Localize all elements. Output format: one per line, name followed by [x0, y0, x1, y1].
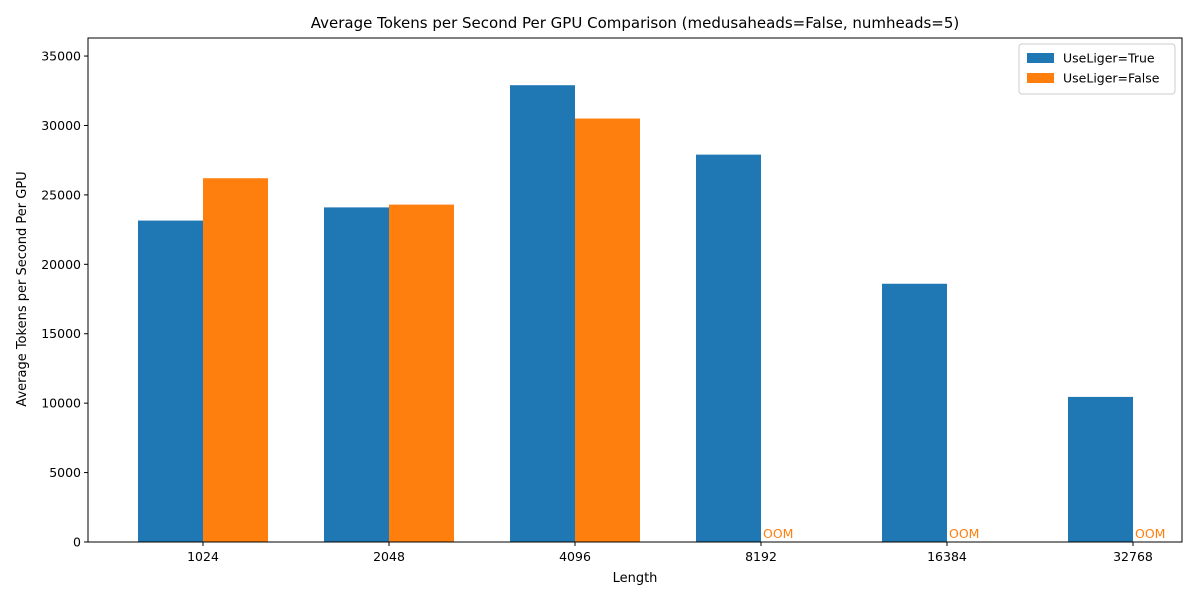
bar-missing-label: OOM [949, 526, 979, 541]
y-tick-label: 5000 [49, 465, 81, 480]
y-tick-label: 20000 [41, 257, 81, 272]
bar [575, 118, 640, 542]
bar [1068, 396, 1133, 542]
bar [882, 283, 947, 542]
plot-area: OOM OOM OOM 0 5000 10000 15000 20000 25000 30000 3… [41, 37, 1183, 564]
x-tick-label: 4096 [559, 549, 591, 564]
y-tick-label: 35000 [41, 49, 81, 64]
bar-missing-label: OOM [763, 526, 793, 541]
legend-entry: UseLiger=True [1063, 51, 1155, 66]
chart-title: Average Tokens per Second Per GPU Compar… [311, 14, 960, 32]
x-tick-label: 1024 [187, 549, 219, 564]
bar [389, 204, 454, 542]
legend-box [1018, 43, 1176, 95]
legend-entry: UseLiger=False [1063, 71, 1160, 86]
x-tick-label: 2048 [373, 549, 405, 564]
y-tick-label: 15000 [41, 326, 81, 341]
bar [138, 220, 203, 543]
y-tick-label: 25000 [41, 187, 81, 202]
y-tick-label: 30000 [41, 118, 81, 133]
x-tick-label: 16384 [927, 549, 967, 564]
bar [324, 207, 389, 542]
bar [510, 85, 575, 543]
x-tick-label: 8192 [745, 549, 777, 564]
legend: UseLiger=True UseLiger=False [1018, 43, 1176, 95]
axes-frame [87, 37, 1183, 543]
legend-swatch [1027, 53, 1054, 63]
y-axis-label: Average Tokens per Second Per GPU [15, 171, 30, 406]
bar [203, 178, 268, 543]
bar-missing-label: OOM [1135, 526, 1165, 541]
bar [696, 154, 761, 542]
x-tick-label: 32768 [1113, 549, 1153, 564]
y-tick-label: 0 [73, 535, 81, 550]
x-axis-label: Length [613, 571, 658, 586]
y-tick-label: 10000 [41, 396, 81, 411]
legend-swatch [1027, 73, 1054, 83]
